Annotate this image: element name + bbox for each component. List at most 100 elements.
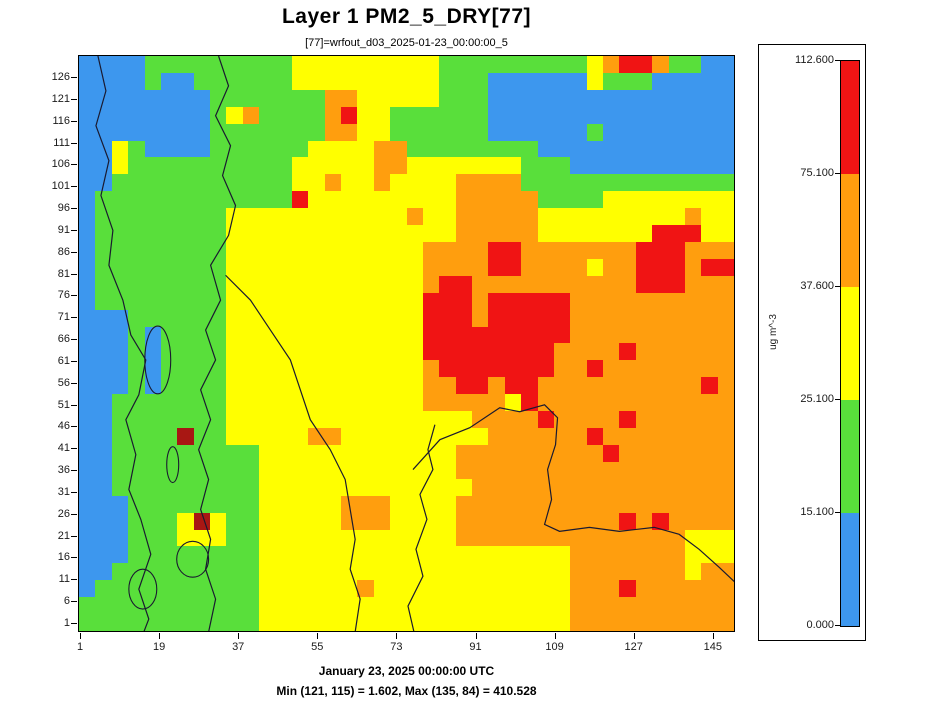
- map-cell: [668, 411, 685, 429]
- map-cell: [210, 597, 227, 615]
- map-cell: [144, 174, 161, 192]
- map-cell: [521, 72, 538, 90]
- map-cell: [291, 529, 309, 547]
- map-cell: [635, 478, 653, 496]
- map-cell: [684, 225, 702, 243]
- map-cell: [422, 157, 440, 175]
- map-plot-area[interactable]: [78, 55, 735, 632]
- map-cell: [242, 444, 260, 462]
- map-cell: [226, 597, 243, 615]
- map-cell: [226, 529, 243, 547]
- map-cell: [193, 292, 210, 310]
- map-cell: [406, 89, 423, 107]
- map-cell: [553, 72, 571, 90]
- map-cell: [406, 225, 423, 243]
- map-cell: [390, 563, 407, 581]
- map-cell: [717, 563, 734, 581]
- map-cell: [472, 495, 489, 513]
- map-cell: [619, 495, 636, 513]
- map-cell: [160, 309, 178, 327]
- map-cell: [341, 258, 358, 276]
- map-cell: [111, 411, 129, 429]
- map-cell: [701, 563, 718, 581]
- map-cell: [95, 461, 112, 479]
- map-cell: [668, 89, 685, 107]
- map-cell: [455, 326, 472, 344]
- map-cell: [603, 343, 620, 361]
- map-cell: [455, 208, 472, 226]
- y-tick-label: 106: [51, 158, 70, 171]
- map-cell: [95, 597, 112, 615]
- map-cell: [308, 512, 325, 530]
- map-cell: [684, 563, 702, 581]
- map-cell: [652, 614, 669, 631]
- map-cell: [488, 461, 505, 479]
- boundary-line: [225, 274, 361, 631]
- map-cell: [422, 394, 440, 412]
- map-cell: [308, 225, 325, 243]
- map-cell: [242, 72, 260, 90]
- map-cell: [160, 495, 178, 513]
- map-cell: [95, 292, 112, 310]
- map-cell: [422, 444, 440, 462]
- map-cell: [504, 614, 522, 631]
- map-cell: [586, 394, 603, 412]
- colorbar-segment: [841, 287, 859, 400]
- map-cell: [226, 258, 243, 276]
- map-cell: [472, 478, 489, 496]
- map-cell: [603, 72, 620, 90]
- map-cell: [684, 360, 702, 378]
- map-cell: [177, 292, 194, 310]
- map-cell: [193, 157, 210, 175]
- map-cell: [308, 444, 325, 462]
- map-cell: [504, 580, 522, 598]
- map-cell: [324, 157, 341, 175]
- map-cell: [324, 580, 341, 598]
- map-cell: [291, 89, 309, 107]
- map-cell: [684, 444, 702, 462]
- map-cell: [226, 56, 243, 73]
- map-cell: [504, 309, 522, 327]
- map-cell: [668, 360, 685, 378]
- map-cell: [291, 106, 309, 124]
- heatmap-grid[interactable]: [79, 56, 734, 631]
- map-cell: [160, 89, 178, 107]
- map-cell: [521, 326, 538, 344]
- map-cell: [422, 174, 440, 192]
- y-tick-mark: [71, 535, 77, 537]
- map-cell: [717, 191, 734, 209]
- map-cell: [537, 377, 554, 395]
- map-cell: [570, 360, 587, 378]
- map-cell: [357, 275, 374, 293]
- map-cell: [341, 461, 358, 479]
- map-cell: [373, 56, 391, 73]
- map-cell: [406, 326, 423, 344]
- map-cell: [537, 428, 554, 445]
- map-cell: [275, 512, 292, 530]
- map-cell: [177, 444, 194, 462]
- map-cell: [160, 411, 178, 429]
- map-cell: [259, 563, 276, 581]
- map-cell: [373, 546, 391, 564]
- y-tick-mark: [71, 623, 77, 624]
- map-cell: [406, 242, 423, 259]
- map-cell: [455, 292, 472, 310]
- map-cell: [341, 56, 358, 73]
- map-cell: [95, 275, 112, 293]
- map-cell: [488, 580, 505, 598]
- map-cell: [553, 512, 571, 530]
- map-cell: [537, 309, 554, 327]
- map-cell: [341, 208, 358, 226]
- map-cell: [324, 478, 341, 496]
- map-cell: [619, 444, 636, 462]
- map-cell: [160, 444, 178, 462]
- map-cell: [455, 140, 472, 158]
- map-cell: [308, 106, 325, 124]
- map-cell: [111, 72, 129, 90]
- map-cell: [504, 444, 522, 462]
- map-cell: [226, 546, 243, 564]
- map-cell: [357, 597, 374, 615]
- map-cell: [193, 411, 210, 429]
- map-cell: [177, 394, 194, 412]
- map-cell: [439, 580, 456, 598]
